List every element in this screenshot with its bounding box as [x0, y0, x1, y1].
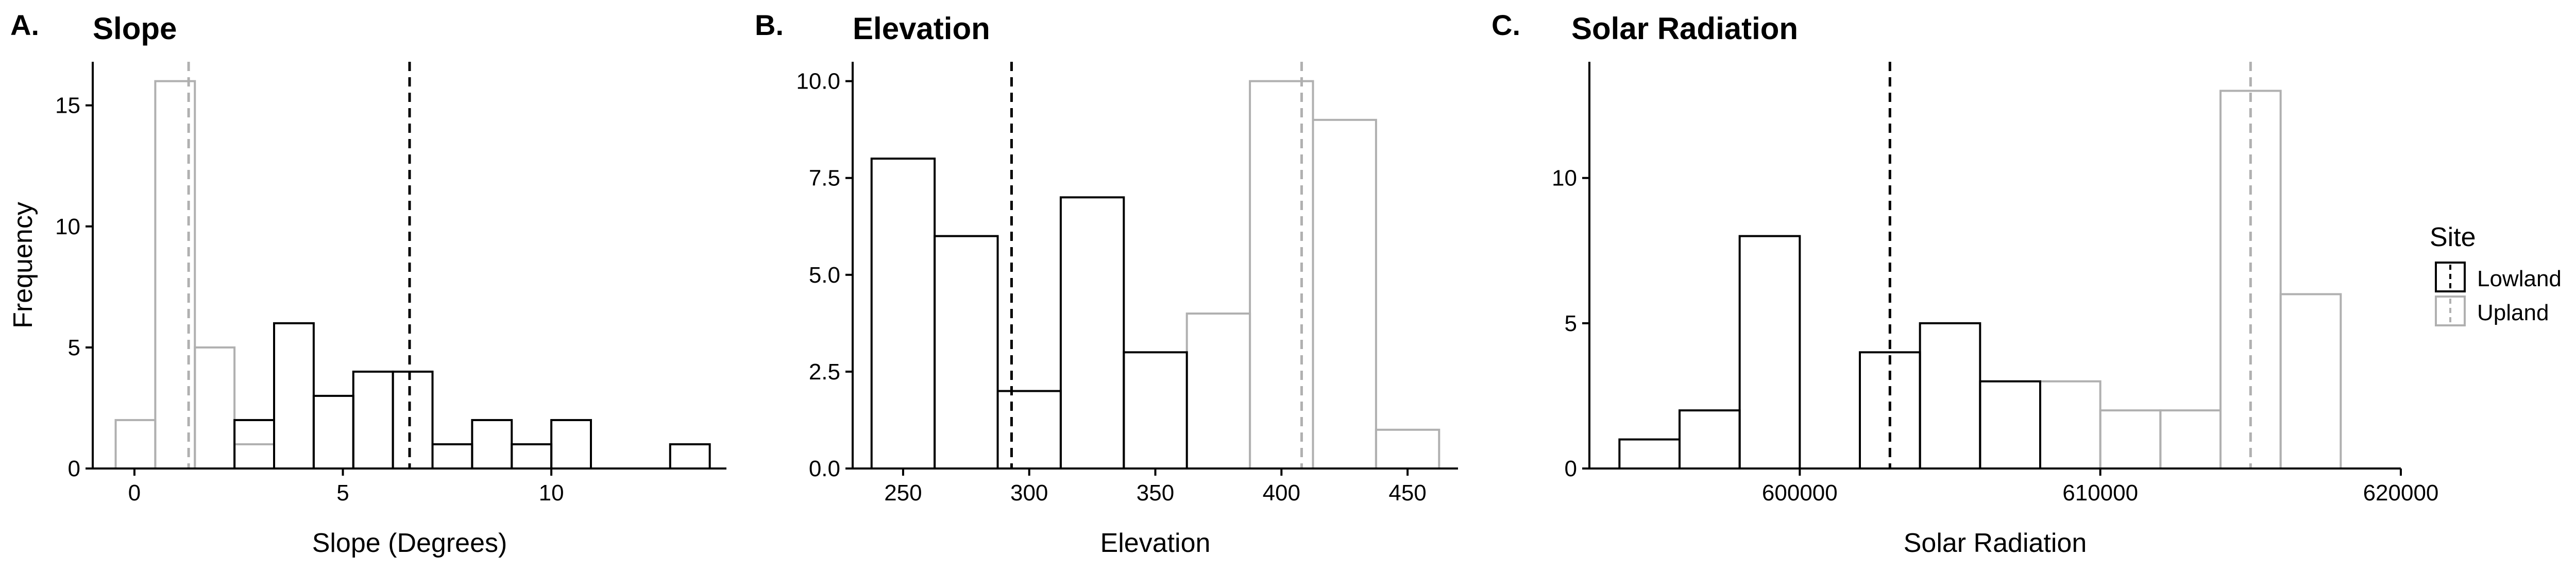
x-tick-label: 450 — [1388, 480, 1426, 506]
panel-tag: B. — [755, 9, 784, 41]
series-lowland — [1618, 235, 2041, 470]
legend-label-upland: Upland — [2477, 300, 2549, 325]
histogram-bar-upland — [114, 419, 157, 470]
panel-2: C. Solar Radiation 0 5 10 600000 610000 620000 S… — [1492, 9, 2438, 558]
x-tick-label: 300 — [1010, 480, 1048, 506]
y-tick-label: 0 — [1565, 456, 1577, 481]
histogram-bar-lowland — [996, 390, 1062, 470]
y-tick-label: 5.0 — [809, 263, 840, 288]
y-tick-label: 10 — [1552, 166, 1577, 191]
legend-key-upland — [2435, 296, 2466, 326]
panel-tag: C. — [1492, 9, 1520, 41]
histogram-bar-upland — [2099, 409, 2162, 470]
x-tick-label: 600000 — [1762, 480, 1838, 506]
legend-title: Site — [2430, 222, 2476, 252]
y-tick-label: 2.5 — [809, 359, 840, 385]
histogram-bar-lowland — [273, 322, 315, 470]
histogram-bar-lowland — [312, 394, 354, 470]
histogram-bar-lowland — [1618, 438, 1681, 470]
x-tick-label: 10 — [539, 480, 564, 506]
y-tick-label: 5 — [1565, 311, 1577, 336]
y-tick-label: 5 — [68, 335, 80, 360]
x-axis-label: Elevation — [1100, 528, 1211, 558]
histogram-bar-lowland — [352, 370, 394, 470]
panel-1: B. Elevation 0.0 2.5 5.0 7.5 10.0 250 300 350 400 4… — [755, 9, 1458, 558]
histogram-bar-upland — [2039, 380, 2102, 470]
y-tick-label: 7.5 — [809, 166, 840, 191]
y-tick-label: 10 — [55, 214, 80, 239]
histogram-bar-upland — [1249, 80, 1314, 470]
x-tick-label: 5 — [336, 480, 349, 506]
histogram-bar-lowland — [1679, 409, 1741, 470]
histogram-bar-upland — [2159, 409, 2222, 470]
histogram-bar-lowland — [669, 443, 711, 470]
x-axis-label: Slope (Degrees) — [312, 528, 507, 558]
x-tick-label: 620000 — [2363, 480, 2439, 506]
x-tick-label: 250 — [884, 480, 922, 506]
x-tick-label: 400 — [1263, 480, 1300, 506]
histogram-bar-upland — [2279, 293, 2342, 470]
panel-title: Elevation — [853, 11, 990, 46]
histogram-bar-lowland — [511, 443, 553, 470]
series-lowland — [233, 322, 711, 470]
histogram-bar-upland — [1312, 118, 1377, 470]
x-tick-label: 610000 — [2062, 480, 2138, 506]
series-upland — [2039, 90, 2342, 470]
histogram-bar-lowland — [1919, 322, 1981, 470]
y-tick-label: 0 — [68, 456, 80, 481]
histogram-bar-lowland — [1979, 380, 2041, 470]
y-tick-label: 10.0 — [796, 69, 840, 94]
x-tick-label: 0 — [128, 480, 141, 506]
histogram-bar-lowland — [550, 419, 592, 470]
panel-title: Slope — [93, 11, 177, 46]
histogram-bar-lowland — [431, 443, 473, 470]
histogram-bar-lowland — [870, 158, 936, 470]
legend-key-lowland — [2435, 262, 2466, 292]
legend-label-lowland: Lowland — [2477, 266, 2562, 291]
histogram-bar-upland — [1375, 428, 1440, 470]
histogram-bar-upland — [233, 443, 276, 470]
panel-tag: A. — [10, 9, 39, 41]
y-tick-label: 15 — [55, 93, 80, 118]
histogram-bar-upland — [194, 346, 236, 470]
series-lowland — [870, 158, 1188, 470]
histogram-bar-lowland — [392, 370, 434, 470]
y-tick-label: 0.0 — [809, 456, 840, 481]
series-upland — [1185, 80, 1440, 470]
x-axis-label: Solar Radiation — [1904, 528, 2087, 558]
histogram-bar-lowland — [1123, 351, 1188, 470]
series-upland — [114, 80, 276, 470]
x-tick-label: 350 — [1137, 480, 1174, 506]
histogram-bar-lowland — [1059, 196, 1125, 470]
histogram-bar-lowland — [1738, 235, 1801, 470]
panel-title: Solar Radiation — [1571, 11, 1798, 46]
histogram-panels: A. Slope 0 5 10 15 0 5 10 Slope (Degrees) Frequenc… — [8, 9, 2438, 558]
panel-0: A. Slope 0 5 10 15 0 5 10 Slope (Degrees) Frequenc… — [8, 9, 726, 558]
legend: Site Lowland Upland — [2430, 222, 2562, 326]
histogram-bar-upland — [1185, 312, 1251, 470]
histogram-bar-lowland — [934, 235, 999, 470]
histogram-bar-lowland — [471, 419, 513, 470]
y-axis-label: Frequency — [8, 202, 38, 328]
